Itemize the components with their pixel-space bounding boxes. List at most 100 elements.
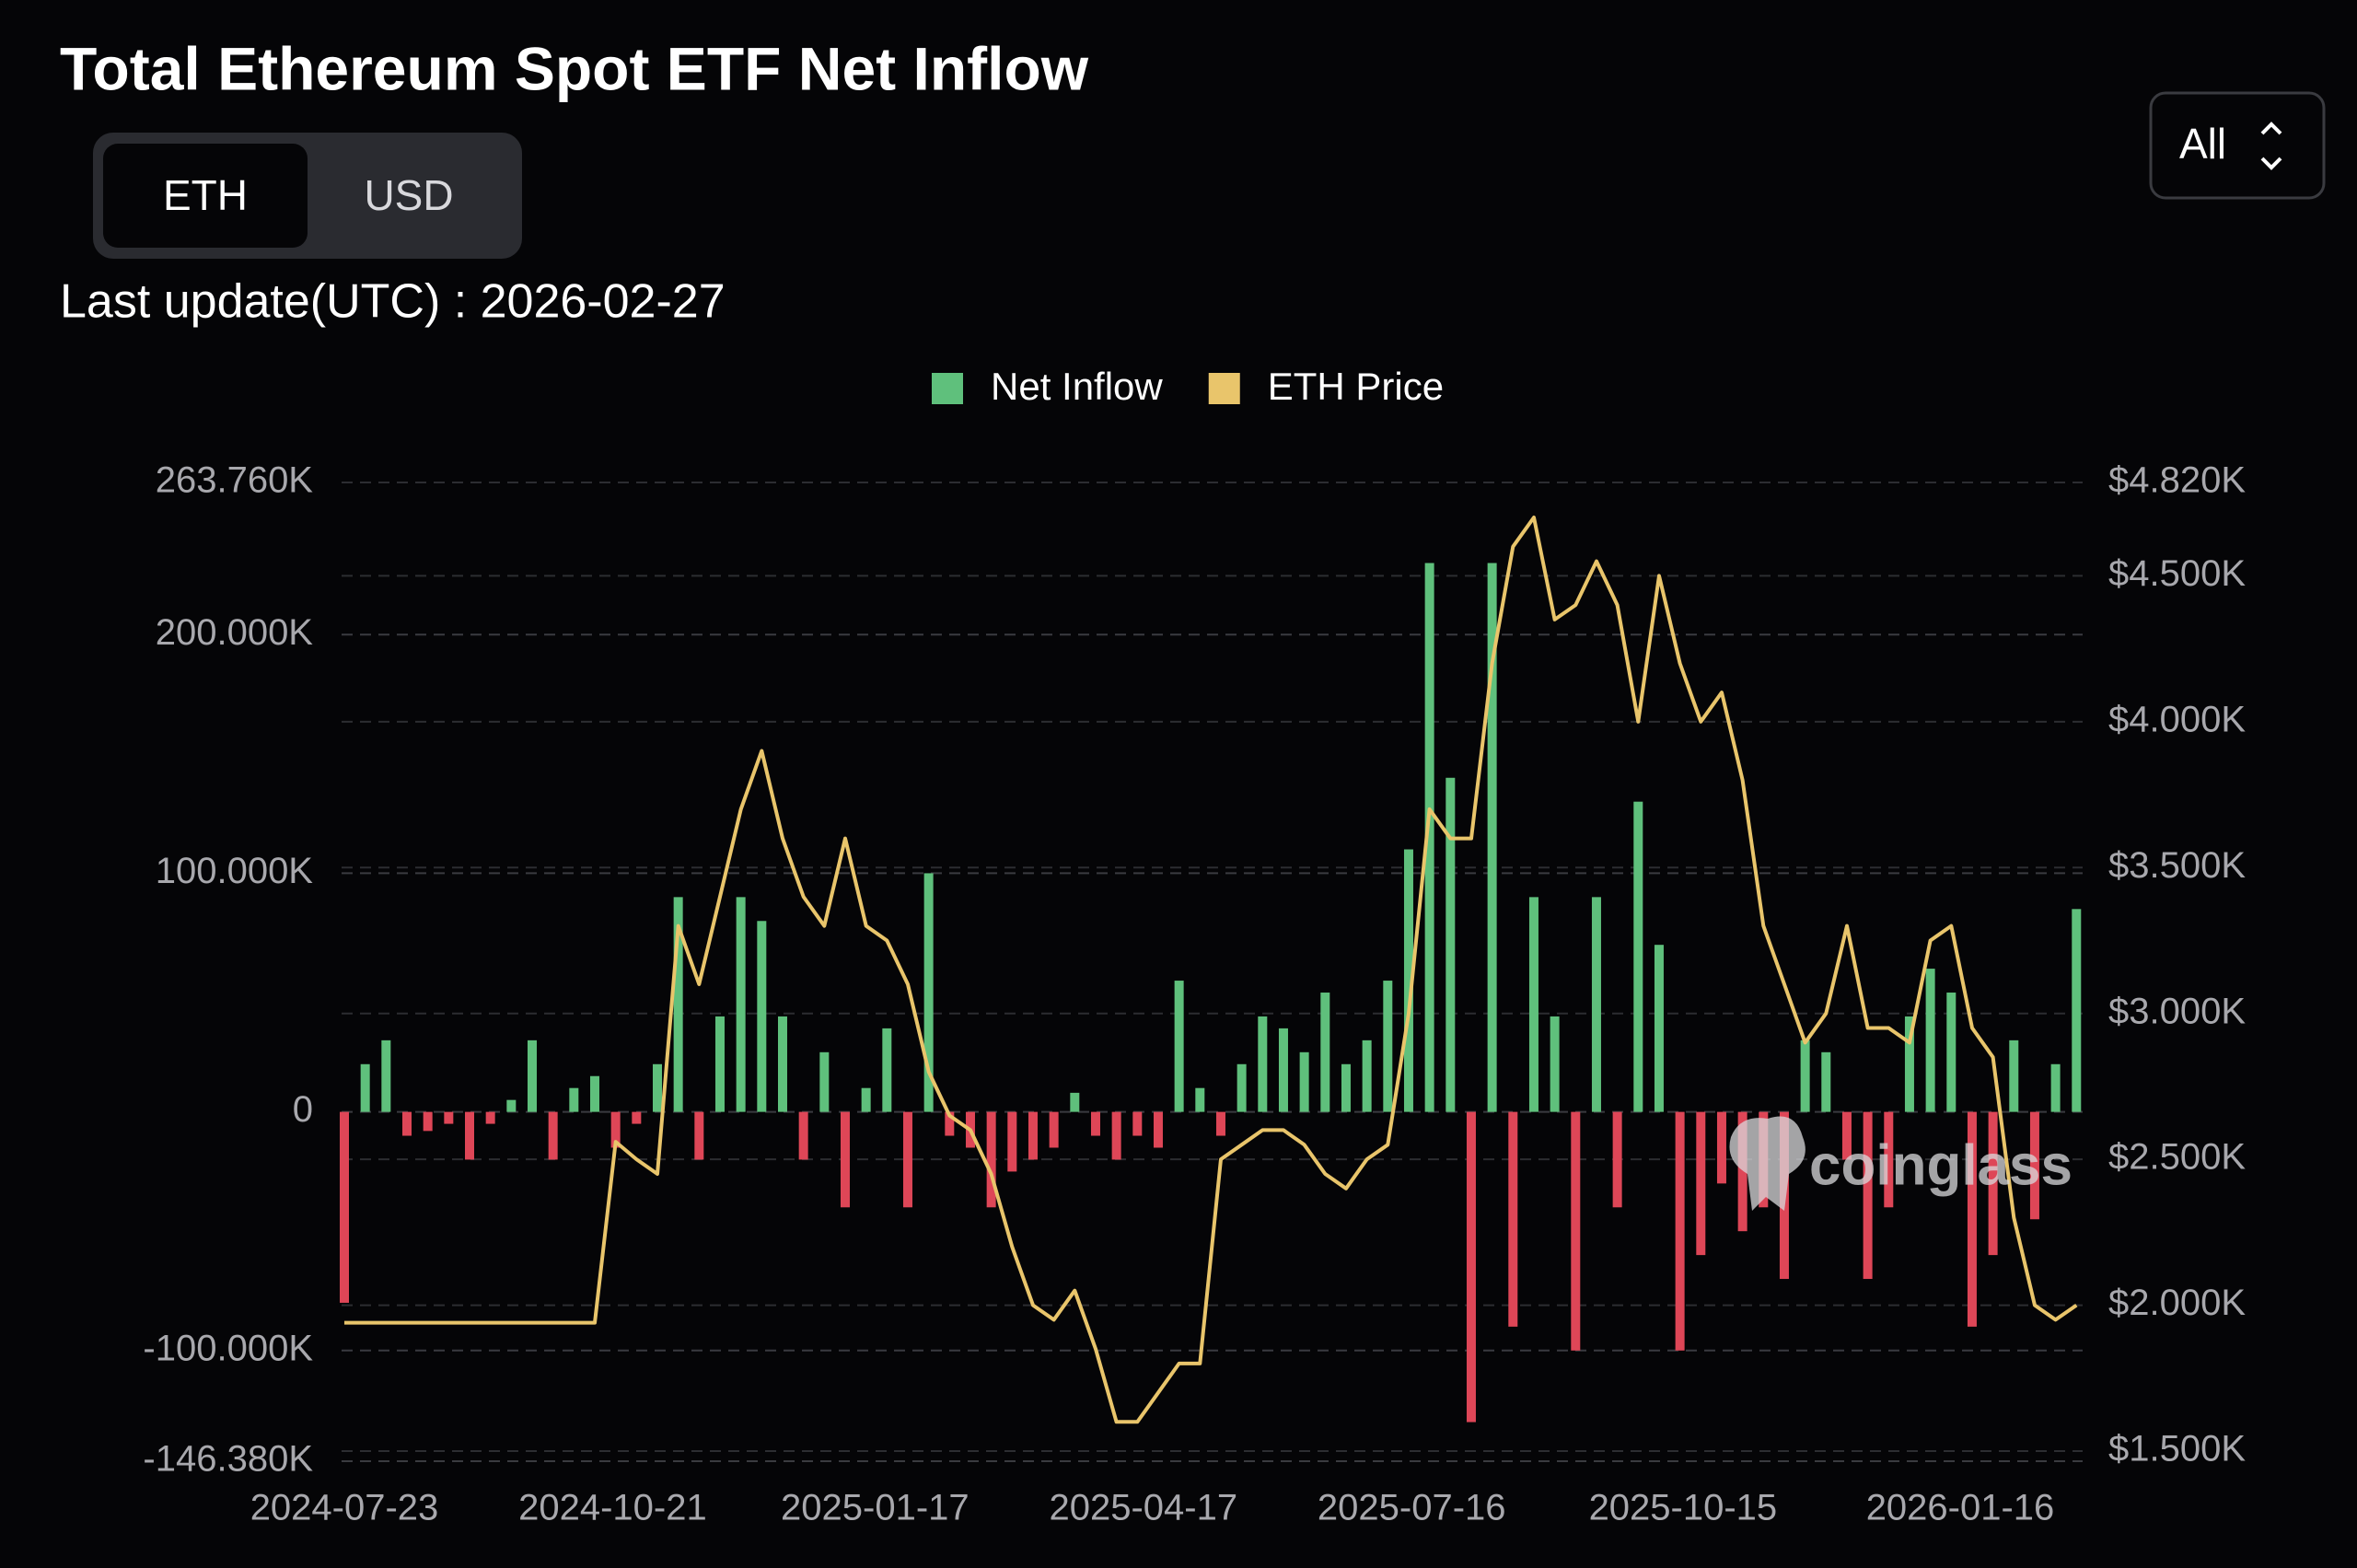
bar (714, 1016, 725, 1112)
bar (1278, 1028, 1288, 1112)
bar (1446, 777, 1456, 1112)
y-tick-label: -146.380K (143, 1439, 313, 1480)
bar (464, 1111, 474, 1160)
bar (589, 1075, 599, 1112)
bar (1508, 1111, 1518, 1327)
bar (1487, 563, 1497, 1112)
y-tick-label: 100.000K (156, 851, 314, 891)
bar (1049, 1111, 1059, 1148)
bar (945, 1111, 955, 1136)
bar (1550, 1016, 1560, 1112)
bar (1028, 1111, 1038, 1160)
y2-tick-label: $3.000K (2108, 991, 2246, 1031)
bar (1424, 563, 1434, 1112)
x-tick-label: 2024-07-23 (250, 1488, 439, 1528)
bar (1174, 981, 1184, 1112)
bar (1571, 1111, 1581, 1351)
y2-tick-label: $2.000K (2108, 1283, 2246, 1323)
bar (1403, 849, 1413, 1112)
x-tick-label: 2024-10-21 (518, 1488, 707, 1528)
bar (485, 1111, 495, 1124)
bar (1383, 981, 1393, 1112)
chart-title: Total Ethereum Spot ETF Net Inflow (60, 34, 1089, 102)
bar (1884, 1111, 1894, 1208)
bar (1633, 801, 1643, 1112)
bar (1737, 1111, 1747, 1232)
bar (819, 1051, 830, 1112)
legend-swatch (1208, 373, 1240, 404)
bar (923, 873, 934, 1112)
bar (506, 1099, 517, 1112)
bar (798, 1111, 808, 1160)
bar (1800, 1040, 1810, 1112)
toggle-eth[interactable]: ETH (163, 171, 248, 219)
bar (1466, 1111, 1476, 1423)
watermark: coinglass (1729, 1116, 2073, 1211)
bar (882, 1028, 892, 1112)
legend-label: ETH Price (1268, 365, 1444, 408)
bar (444, 1111, 454, 1124)
range-label[interactable]: All (2179, 120, 2226, 168)
bar (1195, 1087, 1205, 1112)
bar (694, 1111, 704, 1160)
select-arrows (2260, 122, 2282, 170)
y-tick-label: 263.760K (156, 460, 314, 501)
bar (1320, 993, 1330, 1112)
bar (986, 1111, 996, 1208)
bar (861, 1087, 871, 1112)
bar (1675, 1111, 1685, 1351)
bar (1946, 993, 1956, 1112)
bar (1299, 1051, 1309, 1112)
y2-tick-label: $2.500K (2108, 1137, 2246, 1178)
bar (1716, 1111, 1726, 1184)
bar (632, 1111, 642, 1124)
bars (340, 563, 2082, 1423)
x-tick-label: 2026-01-16 (1866, 1488, 2055, 1528)
bar (340, 1111, 349, 1303)
bar (610, 1111, 621, 1148)
bar (1967, 1111, 1977, 1327)
y2-tick-label: $4.000K (2108, 699, 2246, 739)
bar (777, 1016, 787, 1112)
bar (1821, 1051, 1831, 1112)
legend-label: Net Inflow (991, 365, 1163, 408)
bar (1258, 1016, 1268, 1112)
y2-tick-label: $4.500K (2108, 553, 2246, 594)
bar (1863, 1111, 1873, 1280)
bar (423, 1111, 433, 1132)
bar (1841, 1111, 1852, 1160)
bar (757, 921, 767, 1112)
x-tick-label: 2025-01-17 (781, 1488, 970, 1528)
bar (2029, 1111, 2039, 1220)
y-tick-label: 0 (293, 1089, 313, 1130)
bar (1696, 1111, 1706, 1256)
last-update: Last update(UTC) : 2026-02-27 (60, 275, 726, 329)
x-tick-label: 2025-10-15 (1589, 1488, 1778, 1528)
bar (1341, 1063, 1351, 1112)
bar (902, 1111, 912, 1208)
x-tick-label: 2025-07-16 (1318, 1488, 1506, 1528)
bar (527, 1040, 537, 1112)
bar (1070, 1092, 1080, 1112)
y-tick-label: 200.000K (156, 612, 314, 653)
bar (1215, 1111, 1225, 1136)
bar (652, 1063, 662, 1112)
bar (673, 897, 683, 1112)
toggle-active[interactable] (103, 144, 308, 248)
x-tick-label: 2025-04-17 (1049, 1488, 1237, 1528)
watermark-text: coinglass (1809, 1133, 2073, 1197)
bar (1090, 1111, 1100, 1136)
range-select[interactable] (2149, 91, 2326, 200)
bar (1528, 897, 1538, 1112)
bar (840, 1111, 850, 1208)
bar (1153, 1111, 1163, 1148)
bar (1132, 1111, 1143, 1136)
bar (1007, 1111, 1017, 1172)
bar (1591, 897, 1601, 1112)
bar (360, 1063, 370, 1112)
toggle-usd[interactable]: USD (364, 171, 453, 219)
bar (1612, 1111, 1622, 1208)
bar (1925, 969, 1935, 1112)
y-tick-label: -100.000K (143, 1328, 313, 1368)
